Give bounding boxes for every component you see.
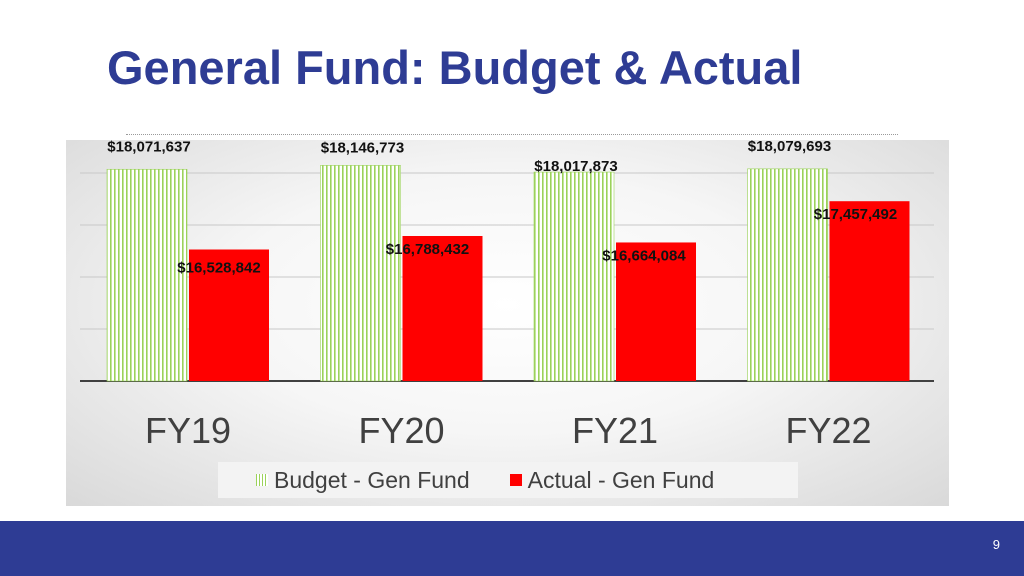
- bar-budget-fy20: [320, 165, 401, 382]
- chart-legend: Budget - Gen Fund Actual - Gen Fund: [218, 462, 798, 498]
- category-label-fy22: FY22: [785, 410, 871, 451]
- chart-panel: $18,071,637 $16,528,842 $18,146,773 $16,788…: [66, 140, 949, 506]
- legend-item-budget: Budget - Gen Fund: [256, 467, 470, 494]
- bar-budget-fy21: [533, 171, 615, 382]
- bar-budget-fy19: [106, 168, 188, 382]
- legend-swatch-budget: [256, 474, 268, 486]
- page-number: 9: [992, 537, 1000, 552]
- bar-budget-fy22: [747, 168, 828, 382]
- category-label-fy19: FY19: [145, 410, 231, 451]
- data-label-budget-fy19: $18,071,637: [107, 140, 190, 155]
- slide-title: General Fund: Budget & Actual: [107, 41, 803, 94]
- bar-chart: $18,071,637 $16,528,842 $18,146,773 $16,788…: [80, 140, 934, 451]
- legend-label-budget: Budget - Gen Fund: [274, 466, 470, 493]
- bar-actual-fy22: [829, 201, 910, 381]
- bar-actual-fy21: [616, 242, 696, 381]
- bar-actual-fy20: [402, 236, 483, 381]
- category-labels: FY19 FY20 FY21 FY22: [145, 410, 872, 451]
- legend-label-actual: Actual - Gen Fund: [527, 466, 715, 493]
- footer-band: 9: [0, 521, 1024, 576]
- category-label-fy21: FY21: [572, 410, 658, 451]
- legend-item-actual: Actual - Gen Fund: [509, 466, 715, 494]
- data-label-actual-fy19: $16,528,842: [177, 260, 260, 277]
- category-label-fy20: FY20: [358, 410, 444, 451]
- data-label-actual-fy22: $17,457,492: [814, 206, 897, 223]
- data-label-budget-fy20: $18,146,773: [321, 140, 404, 156]
- title-divider: [126, 134, 898, 135]
- data-label-budget-fy22: $18,079,693: [748, 140, 831, 155]
- bar-actual-fy19: [189, 249, 269, 381]
- legend-swatch-actual: [509, 474, 522, 486]
- data-label-actual-fy20: $16,788,432: [386, 241, 469, 258]
- bars: [106, 165, 910, 382]
- data-labels: $18,071,637 $16,528,842 $18,146,773 $16,788…: [107, 140, 897, 277]
- data-label-budget-fy21: $18,017,873: [534, 158, 617, 175]
- data-label-actual-fy21: $16,664,084: [602, 247, 686, 264]
